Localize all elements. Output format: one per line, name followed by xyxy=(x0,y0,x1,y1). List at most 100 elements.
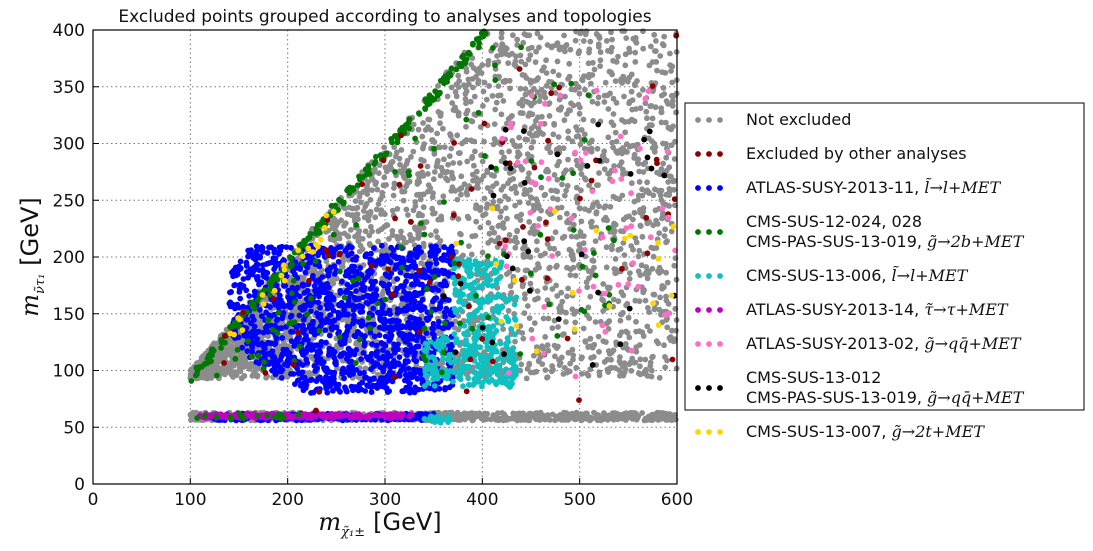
data-point xyxy=(486,230,493,237)
data-point xyxy=(669,327,675,334)
data-point xyxy=(389,232,396,239)
data-point xyxy=(552,229,559,236)
data-point xyxy=(525,415,532,422)
data-point xyxy=(568,86,575,93)
data-point xyxy=(657,53,664,59)
data-point xyxy=(398,228,404,235)
data-point xyxy=(580,325,587,332)
data-point xyxy=(603,339,609,345)
data-point xyxy=(656,264,663,271)
data-point xyxy=(435,83,441,89)
data-point xyxy=(389,228,396,234)
data-point xyxy=(556,96,563,103)
data-point xyxy=(479,158,486,165)
data-point xyxy=(263,374,269,381)
data-point xyxy=(512,58,519,65)
data-point xyxy=(573,184,580,191)
data-point xyxy=(632,35,639,41)
data-point xyxy=(653,59,660,65)
data-point xyxy=(420,120,426,126)
data-point xyxy=(595,32,601,39)
data-point xyxy=(565,156,571,163)
data-point xyxy=(536,44,542,51)
data-point xyxy=(448,84,455,91)
data-point xyxy=(572,37,579,44)
data-point xyxy=(673,109,680,116)
data-point xyxy=(592,238,599,245)
data-point xyxy=(594,100,601,107)
data-point xyxy=(367,353,374,360)
data-point xyxy=(265,361,272,367)
data-point xyxy=(617,317,624,324)
data-point xyxy=(463,189,470,196)
data-point xyxy=(570,356,576,363)
data-point xyxy=(542,250,548,257)
data-point xyxy=(420,144,427,150)
data-point xyxy=(556,158,562,165)
data-point xyxy=(480,88,487,95)
data-point xyxy=(504,215,510,222)
data-point xyxy=(670,178,676,185)
data-point xyxy=(564,210,570,217)
data-point xyxy=(603,264,610,271)
data-point xyxy=(247,271,254,278)
data-point xyxy=(571,311,578,317)
data-point xyxy=(486,83,492,89)
data-point xyxy=(302,269,309,276)
data-point xyxy=(560,145,567,152)
data-point xyxy=(533,196,540,203)
data-point xyxy=(551,172,558,178)
data-point xyxy=(656,270,663,276)
data-point xyxy=(464,107,471,114)
data-point xyxy=(425,116,432,123)
data-point xyxy=(352,198,359,205)
data-point xyxy=(565,285,571,292)
data-point xyxy=(376,162,383,169)
data-point xyxy=(365,179,371,185)
data-point xyxy=(437,144,443,151)
data-point xyxy=(658,119,665,126)
data-point xyxy=(514,36,521,43)
data-point xyxy=(497,214,504,221)
data-point xyxy=(659,215,665,222)
data-point xyxy=(626,361,633,368)
data-point xyxy=(531,132,538,139)
data-point xyxy=(526,360,533,367)
data-point xyxy=(234,341,241,347)
data-point xyxy=(466,243,472,250)
data-point xyxy=(353,288,359,295)
data-point xyxy=(481,195,488,202)
data-point xyxy=(640,28,646,35)
data-point xyxy=(507,291,514,298)
data-point xyxy=(632,297,639,304)
data-point xyxy=(273,335,280,342)
data-point xyxy=(479,249,486,256)
data-point xyxy=(583,279,590,286)
data-point xyxy=(543,82,550,89)
data-point xyxy=(623,148,629,155)
data-point xyxy=(530,202,537,209)
data-point xyxy=(405,292,412,299)
data-point xyxy=(554,58,561,65)
data-point xyxy=(613,148,619,155)
data-point xyxy=(323,339,329,346)
data-point xyxy=(548,368,555,375)
data-point xyxy=(665,301,672,307)
data-point xyxy=(412,199,419,205)
data-point xyxy=(359,235,366,242)
data-point xyxy=(326,332,333,339)
data-point xyxy=(469,153,476,160)
data-point xyxy=(251,323,258,330)
data-point xyxy=(645,304,651,311)
data-point xyxy=(636,179,643,185)
data-point xyxy=(455,72,462,79)
data-point xyxy=(412,246,419,253)
data-point xyxy=(617,354,623,360)
data-point xyxy=(633,328,639,335)
data-point xyxy=(630,216,636,223)
data-point xyxy=(557,359,564,366)
data-point xyxy=(642,356,649,363)
data-point xyxy=(604,284,611,291)
data-point xyxy=(257,253,263,260)
